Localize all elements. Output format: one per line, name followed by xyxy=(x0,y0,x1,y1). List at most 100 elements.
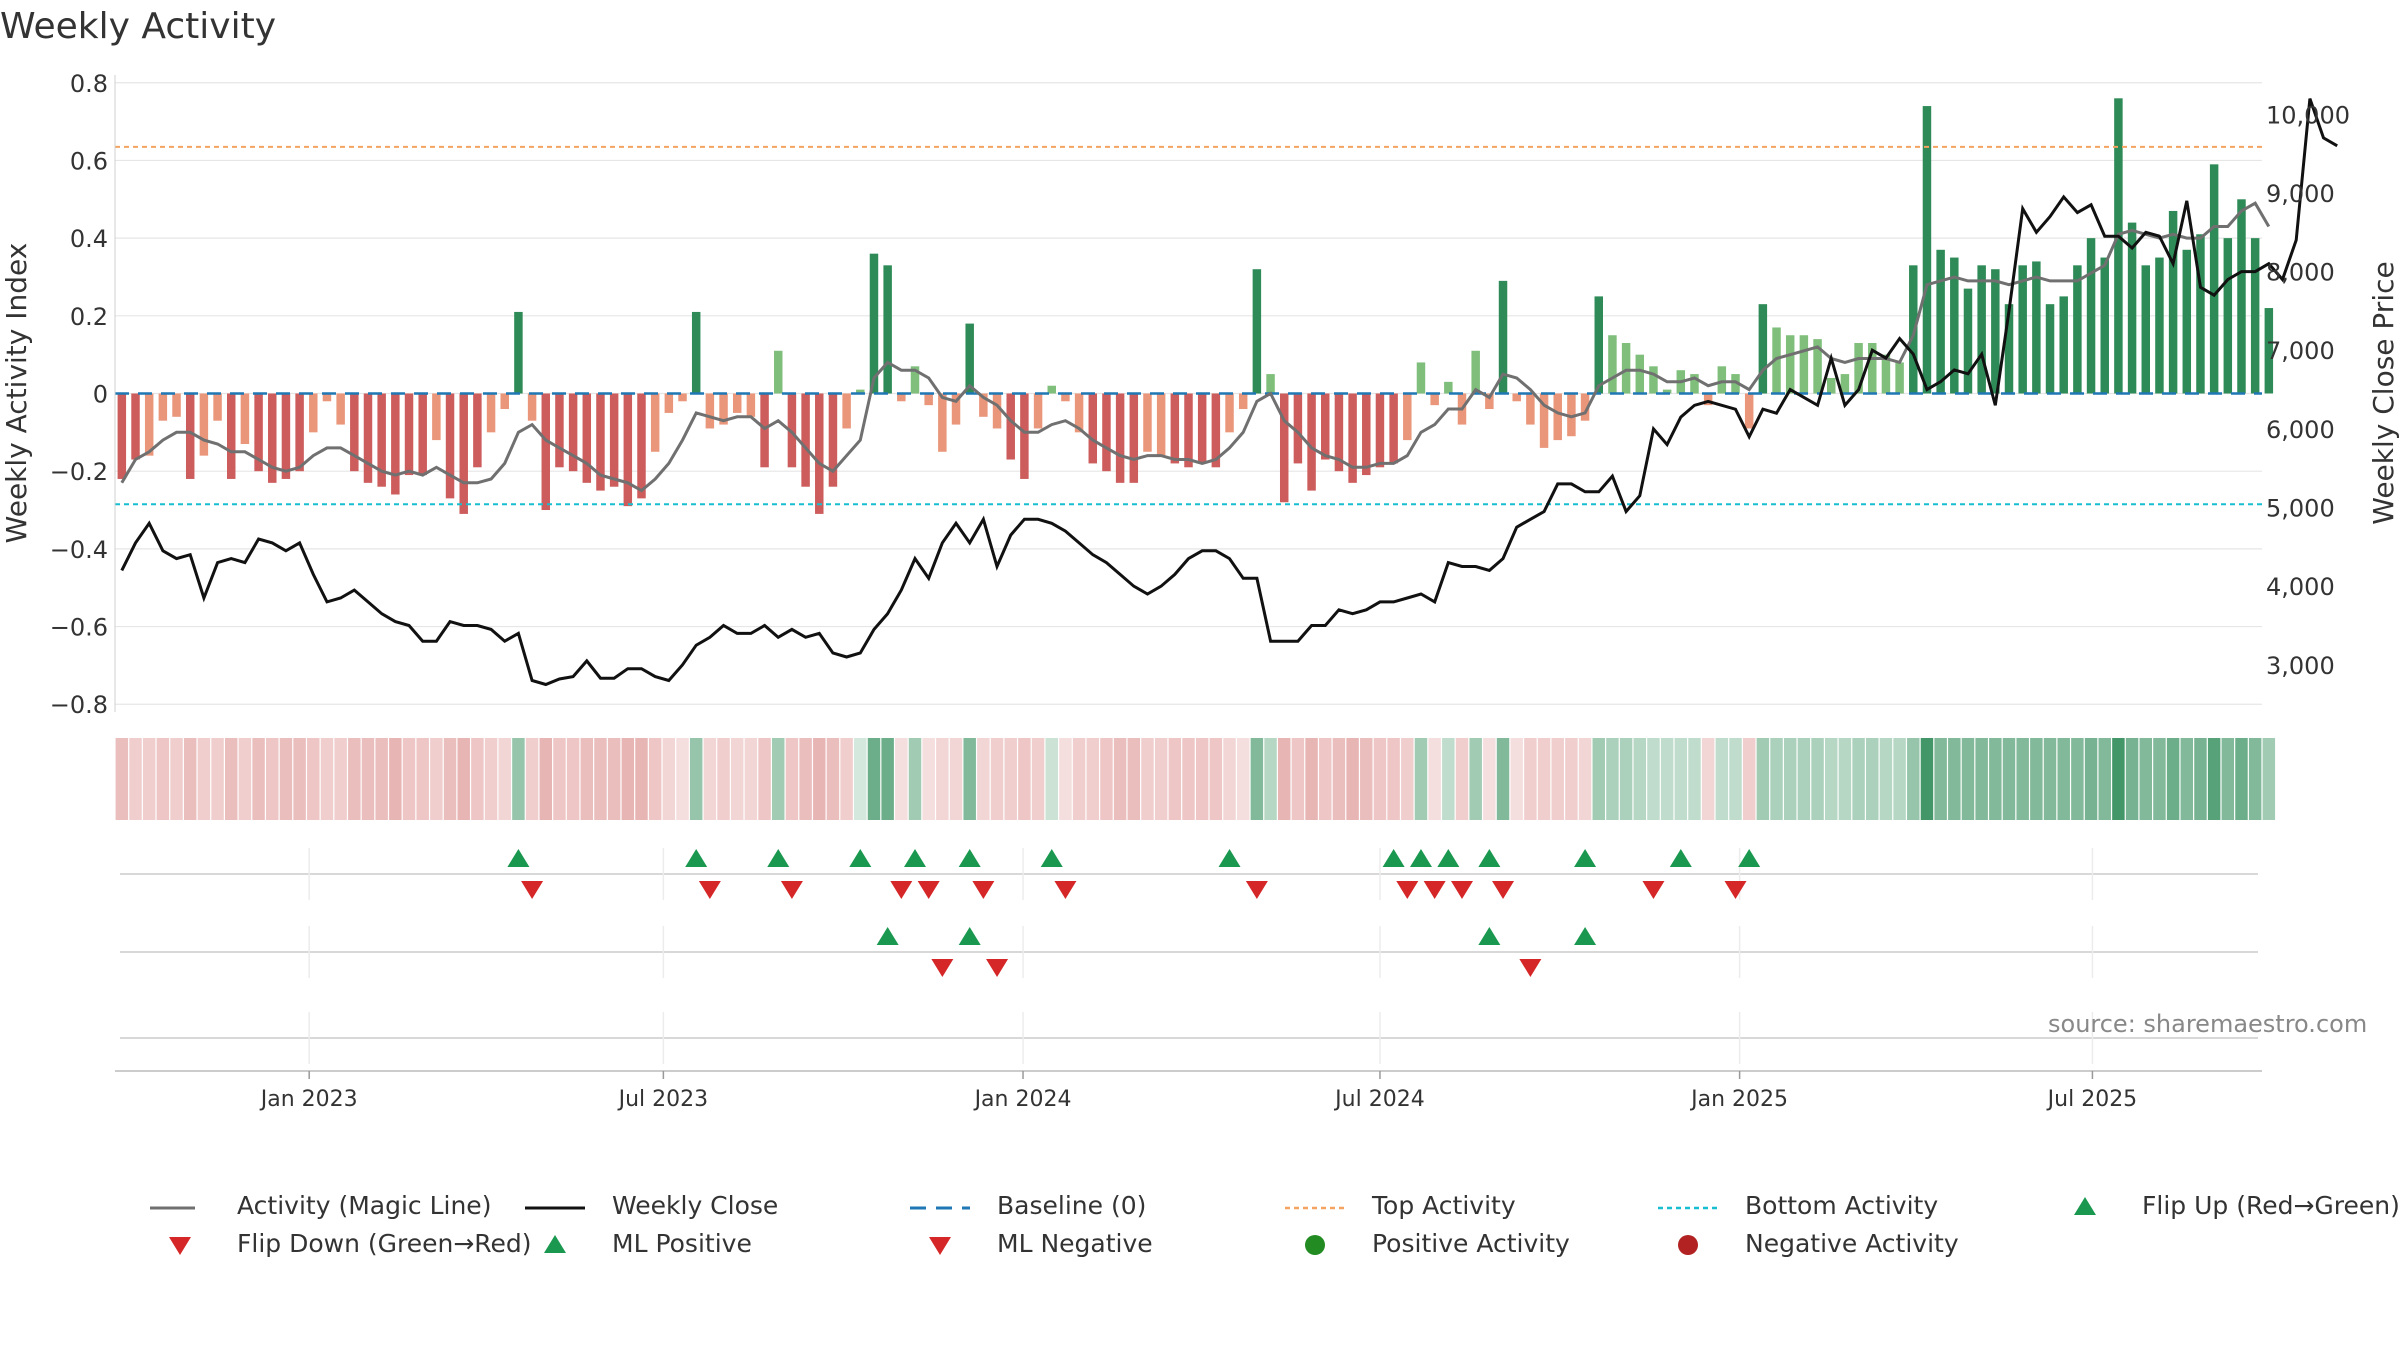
activity-bar xyxy=(1321,393,1330,460)
strip-cell xyxy=(2166,738,2180,820)
activity-bar xyxy=(322,393,332,402)
legend: Activity (Magic Line) Weekly Close Baselin… xyxy=(150,1191,2400,1285)
strip-cell xyxy=(1524,738,1537,820)
activity-bar xyxy=(555,393,564,468)
activity-bar xyxy=(226,393,236,479)
activity-bar xyxy=(1649,366,1658,394)
activity-bar xyxy=(1868,343,1877,394)
strip-cell xyxy=(307,738,320,820)
activity-bar xyxy=(1539,393,1549,448)
strip-cell xyxy=(676,738,689,820)
activity-bar xyxy=(1006,393,1015,460)
activity-bar xyxy=(1840,374,1850,394)
legend-label: Flip Up (Red→Green) xyxy=(2142,1191,2400,1220)
strip-cell xyxy=(1305,738,1318,820)
circle-red-icon xyxy=(1658,1233,1718,1263)
activity-bar xyxy=(1184,393,1193,468)
legend-label: Flip Down (Green→Red) xyxy=(237,1229,532,1258)
strip-cell xyxy=(1387,738,1400,820)
strip-cell xyxy=(1332,738,1346,820)
activity-bar xyxy=(1717,366,1727,394)
activity-bar xyxy=(2059,296,2068,394)
activity-bar xyxy=(965,323,974,394)
strip-cell xyxy=(443,738,457,820)
strip-cell xyxy=(1250,738,1264,820)
flip-down-marker xyxy=(1724,881,1747,899)
strip-cell xyxy=(2016,738,2029,820)
y2-tick-label: 6,000 xyxy=(2266,416,2335,444)
strip-cell xyxy=(1975,738,1988,820)
strip-cell xyxy=(402,738,416,820)
strip-cell xyxy=(2207,738,2221,820)
strip-cell xyxy=(1113,738,1127,820)
strip-cell xyxy=(1770,738,1783,820)
strip-cell xyxy=(238,738,252,820)
activity-bar xyxy=(1197,393,1207,464)
ml-positive-marker xyxy=(958,927,981,945)
activity-bar xyxy=(377,393,386,487)
line-black-icon xyxy=(525,1195,585,1224)
strip-cell xyxy=(621,738,635,820)
strip-cell xyxy=(1893,738,1906,820)
activity-bar xyxy=(1088,393,1098,464)
activity-bar xyxy=(1444,381,1453,394)
activity-bar xyxy=(514,311,523,394)
activity-bar xyxy=(2209,164,2219,394)
strip-cell xyxy=(129,738,142,820)
signal-markers xyxy=(120,848,2258,1064)
activity-bar xyxy=(746,393,756,417)
triangle-down-red-icon xyxy=(150,1233,210,1263)
strip-cell xyxy=(539,738,553,820)
strip-cell xyxy=(1045,738,1058,820)
activity-bar xyxy=(144,393,154,456)
strip-cell xyxy=(2194,738,2207,820)
strip-cell xyxy=(389,738,402,820)
strip-cell xyxy=(1688,738,1701,820)
ml-positive-marker xyxy=(1574,927,1597,945)
activity-bar xyxy=(1430,393,1439,406)
flip-up-marker xyxy=(1738,849,1761,867)
activity-bar xyxy=(486,393,496,433)
dot-orange-icon xyxy=(1285,1195,1345,1224)
activity-bar xyxy=(1375,393,1385,468)
flip-up-marker xyxy=(1040,849,1063,867)
legend-label: ML Positive xyxy=(612,1229,752,1258)
flip-up-marker xyxy=(1478,849,1501,867)
strip-cell xyxy=(785,738,799,820)
strip-cell xyxy=(1414,738,1428,820)
magic-line xyxy=(120,201,2271,493)
circle-green-icon xyxy=(1285,1233,1345,1263)
x-axis: Jan 2023 Jul 2023 Jan 2024 Jul 2024 Jan 2025… xyxy=(115,1070,2262,1112)
flip-down-marker xyxy=(1054,881,1077,899)
strip-cell xyxy=(1018,738,1031,820)
y-tick-label: −0.4 xyxy=(50,536,108,564)
activity-bar xyxy=(828,393,838,487)
y-tick-label: −0.8 xyxy=(50,691,108,719)
y-tick-label: 0.8 xyxy=(70,70,108,98)
activity-bar xyxy=(1635,354,1645,394)
strip-cell xyxy=(416,738,429,820)
strip-cell xyxy=(826,738,840,820)
strip-cell xyxy=(320,738,334,820)
activity-bar xyxy=(2141,265,2151,394)
activity-bar xyxy=(1690,374,1699,394)
x-tick-label: Jul 2024 xyxy=(1333,1087,1425,1112)
legend-label: Top Activity xyxy=(1372,1191,1516,1220)
flip-down-marker xyxy=(1423,881,1446,899)
activity-bar xyxy=(774,350,783,394)
strip-cell xyxy=(1647,738,1660,820)
strip-cell xyxy=(2084,738,2098,820)
strip-cell xyxy=(1729,738,1742,820)
strip-cell xyxy=(1455,738,1469,820)
activity-bar xyxy=(869,253,879,394)
activity-bar xyxy=(2182,249,2192,394)
activity-bar xyxy=(1991,269,2000,394)
flip-up-marker xyxy=(958,849,981,867)
strip-cell xyxy=(1469,738,1482,820)
ml-positive-marker xyxy=(876,927,899,945)
strip-cell xyxy=(1578,738,1592,820)
x-tick-label: Jul 2023 xyxy=(617,1087,709,1112)
activity-bar xyxy=(1512,393,1521,402)
activity-bar xyxy=(1471,350,1480,394)
